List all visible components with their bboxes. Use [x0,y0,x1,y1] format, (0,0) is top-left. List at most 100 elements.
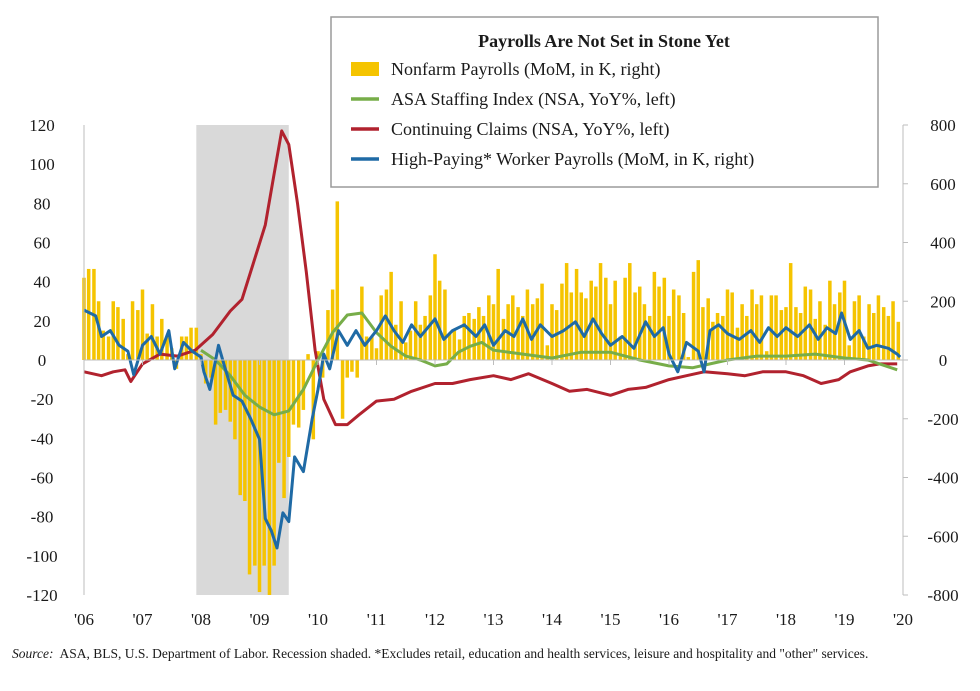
payroll-bar [370,336,374,360]
payroll-bar [428,295,433,360]
payroll-bar [564,263,569,360]
payroll-bar [788,263,793,360]
right-tick-label: -400 [927,469,958,488]
payroll-bar [491,304,496,360]
payroll-bar [560,283,564,360]
left-tick-label: 40 [34,273,51,292]
payroll-bar [813,318,818,360]
payroll-bar [116,307,120,360]
payroll-bar [745,315,749,360]
left-tick-label: -40 [31,429,54,448]
right-tick-label: 800 [930,116,956,135]
x-tick-label: '12 [425,610,445,629]
legend-label: Nonfarm Payrolls (MoM, in K, right) [391,59,660,80]
payroll-bar [520,315,525,360]
payroll-bar [838,292,842,360]
payroll-bar [253,360,257,566]
x-tick-label: '16 [659,610,679,629]
legend-items: Nonfarm Payrolls (MoM, in K, right) ASA S… [351,59,754,170]
series-lines [83,129,902,550]
payroll-bar [384,289,389,360]
payroll-bar [501,318,506,360]
chart-title: Payrolls Are Not Set in Stone Yet [478,31,730,51]
payroll-bar [291,360,296,425]
staffing-index-line [200,311,898,417]
payroll-bar [574,268,579,360]
payroll-bar [203,360,208,384]
payroll-bar [657,286,661,360]
payroll-bar [686,357,691,360]
payroll-bar [823,324,827,360]
x-tick-label: '14 [542,610,563,629]
left-tick-label: 60 [34,234,51,253]
payroll-bar [408,330,413,360]
x-axis-ticks: '06 '07 '08 '09 '10 '11 '12 '13 '14 '15 '16 '17 '18 '… [74,360,913,629]
payroll-bar [282,360,286,499]
payroll-bar [891,301,895,360]
payroll-bar [136,310,140,360]
x-tick-label: '18 [776,610,796,629]
payroll-bar [691,271,696,360]
payroll-bar [394,324,398,360]
payroll-bar [423,315,427,360]
payroll-bar [701,307,705,360]
payroll-bar [257,360,262,593]
payroll-bar [496,268,500,360]
payroll-bar [867,304,871,360]
payroll-bar [233,360,237,440]
payroll-bar [457,339,462,360]
payroll-bar [326,310,330,360]
payroll-bar [852,301,857,360]
payroll-bar [847,345,851,360]
payroll-bar [355,360,359,378]
payroll-bar [247,360,252,575]
payroll-bar [511,295,515,360]
payroll-bar [487,295,491,360]
payroll-bar [828,280,832,360]
payroll-bar [540,283,544,360]
payroll-bar [721,315,725,360]
x-tick-label: '06 [74,610,94,629]
payroll-bar [896,321,901,360]
left-tick-label: -60 [31,469,54,488]
x-tick-label: '17 [717,610,738,629]
payroll-bar [516,307,520,360]
right-tick-label: -200 [927,410,958,429]
payroll-bar [671,289,676,360]
payroll-bar [223,360,228,410]
payroll-bar [584,298,588,360]
payroll-bar [194,327,199,360]
payroll-bar [740,304,744,360]
x-tick-label: '09 [249,610,269,629]
payroll-bar [111,301,116,360]
payroll-bar [340,360,345,419]
payroll-bar [681,313,686,360]
payroll-bar [86,268,91,360]
payroll-bar [403,342,408,360]
payroll-bar [881,307,886,360]
legend-label: High-Paying* Worker Payrolls (MoM, in K,… [391,149,754,170]
payroll-bar [876,295,881,360]
payroll-bar [267,360,272,595]
x-tick-label: '08 [191,610,211,629]
payroll-bar [730,292,734,360]
source-text: ASA, BLS, U.S. Department of Labor. Rece… [59,646,869,661]
right-tick-label: -800 [927,586,958,605]
payroll-bar [735,327,740,360]
payroll-bar [272,360,276,566]
left-tick-label: 0 [38,351,47,370]
payroll-bar [101,330,106,360]
payroll-bar [243,360,247,501]
payroll-bar [857,295,861,360]
payroll-bar [399,301,403,360]
payroll-bar [647,315,652,360]
payroll-bar [886,315,891,360]
x-tick-label: '11 [367,610,386,629]
payroll-bar [608,304,613,360]
payroll-bar [389,271,393,360]
left-tick-label: -100 [26,547,57,566]
payroll-bar [750,289,754,360]
payroll-bar [628,263,632,360]
payroll-bar [106,336,111,360]
payroll-bar [447,333,452,360]
